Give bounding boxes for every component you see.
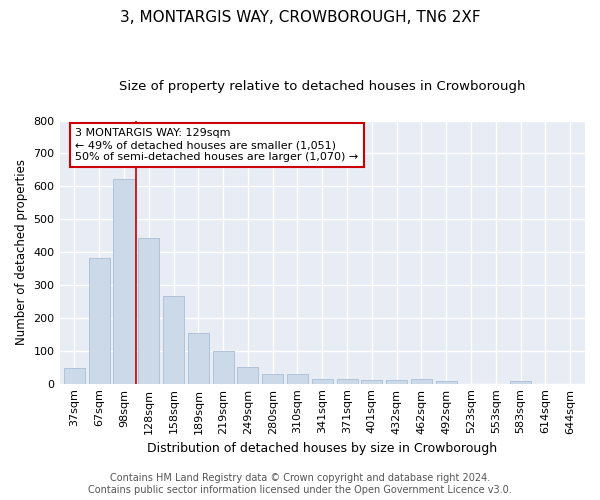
- Bar: [436, 381, 457, 384]
- Y-axis label: Number of detached properties: Number of detached properties: [15, 159, 28, 345]
- Bar: [262, 374, 283, 384]
- Bar: [138, 238, 160, 384]
- X-axis label: Distribution of detached houses by size in Crowborough: Distribution of detached houses by size …: [147, 442, 497, 455]
- Text: 3, MONTARGIS WAY, CROWBOROUGH, TN6 2XF: 3, MONTARGIS WAY, CROWBOROUGH, TN6 2XF: [119, 10, 481, 25]
- Bar: [337, 378, 358, 384]
- Bar: [411, 380, 432, 384]
- Bar: [188, 334, 209, 384]
- Bar: [212, 352, 233, 384]
- Bar: [64, 368, 85, 384]
- Bar: [113, 179, 134, 384]
- Bar: [312, 378, 333, 384]
- Bar: [287, 374, 308, 384]
- Bar: [361, 380, 382, 384]
- Bar: [163, 296, 184, 384]
- Bar: [238, 366, 259, 384]
- Text: 3 MONTARGIS WAY: 129sqm
← 49% of detached houses are smaller (1,051)
50% of semi: 3 MONTARGIS WAY: 129sqm ← 49% of detache…: [76, 128, 359, 162]
- Title: Size of property relative to detached houses in Crowborough: Size of property relative to detached ho…: [119, 80, 526, 93]
- Bar: [89, 258, 110, 384]
- Bar: [510, 381, 531, 384]
- Text: Contains HM Land Registry data © Crown copyright and database right 2024.
Contai: Contains HM Land Registry data © Crown c…: [88, 474, 512, 495]
- Bar: [386, 380, 407, 384]
